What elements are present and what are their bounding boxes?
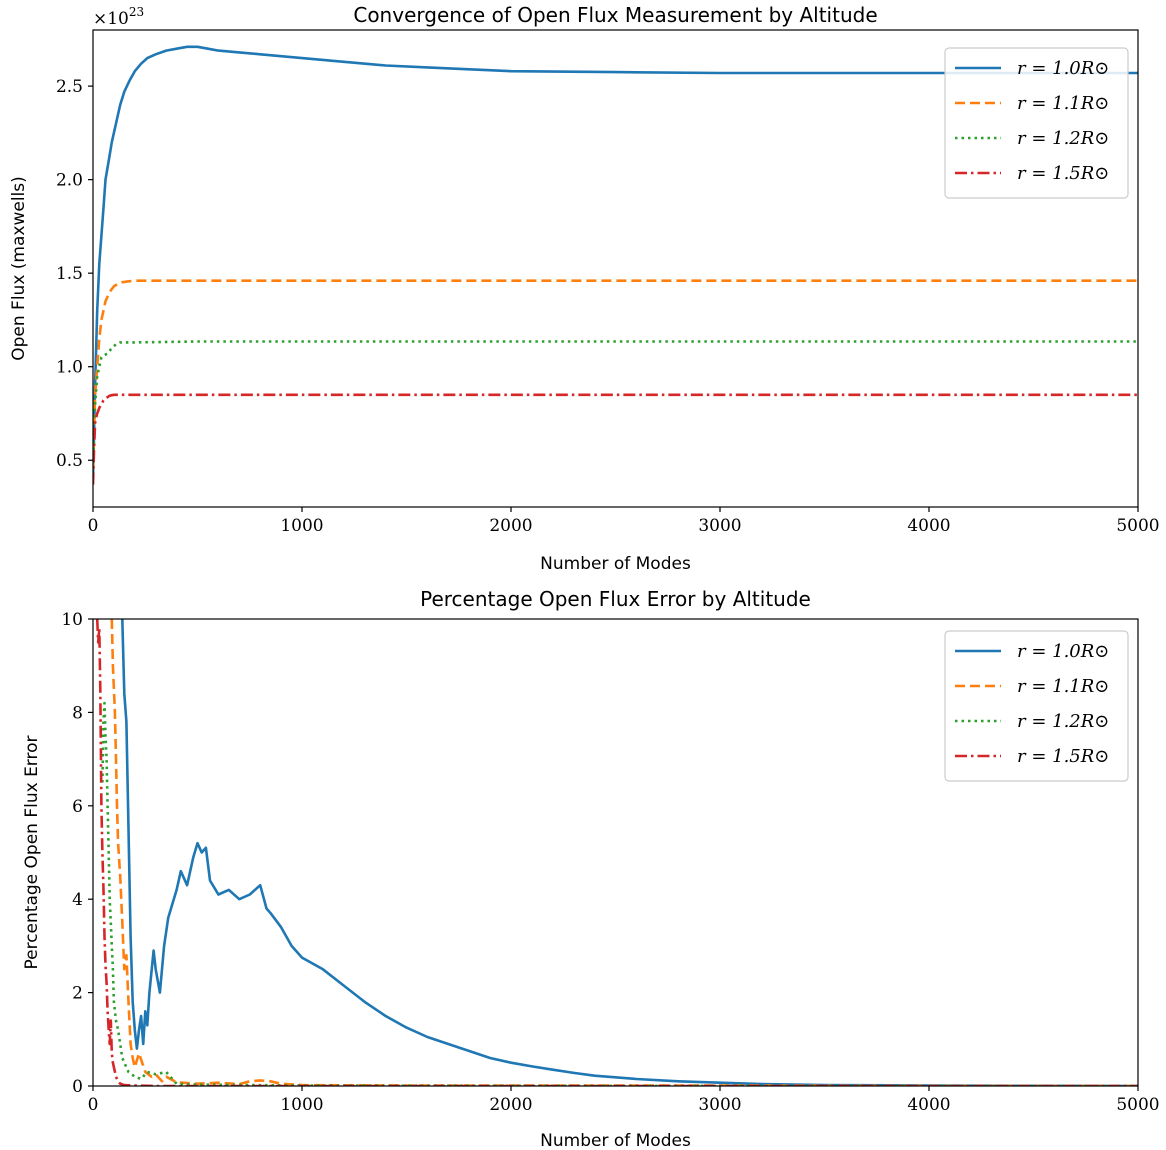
legend-label-3: r = 1.2R⊙ <box>1017 128 1109 149</box>
x-tick-label: 4000 <box>907 516 950 536</box>
y-offset-label: ×1023 <box>93 5 144 29</box>
y-offset-multiplier: ×10 <box>93 9 129 29</box>
x-axis-label: Number of Modes <box>540 554 691 574</box>
legend-label-3: r = 1.2R⊙ <box>1017 711 1109 732</box>
chart-1: Percentage Open Flux Error by Altitude 0 1… <box>22 587 1160 1150</box>
plot-frame <box>92 618 1139 1087</box>
chart-0: Convergence of Open Flux Measurement by … <box>9 3 1160 574</box>
x-tick-label: 5000 <box>1116 1095 1159 1115</box>
y-tick-label: 0 <box>72 1077 83 1097</box>
x-tick-label: 0 <box>88 516 99 536</box>
y-offset-exponent: 23 <box>129 5 144 19</box>
x-tick-label: 2000 <box>489 516 532 536</box>
series-line-1 <box>93 45 1138 479</box>
series-line-3 <box>93 340 1138 470</box>
x-tick-label: 4000 <box>907 1095 950 1115</box>
legend-label-4: r = 1.5R⊙ <box>1017 163 1109 184</box>
chart-title: Percentage Open Flux Error by Altitude <box>420 587 811 611</box>
legend-box <box>944 47 1129 199</box>
legend: r = 1.0R⊙ r = 1.1R⊙ r = 1.2R⊙ r = 1.5R⊙ <box>944 47 1129 199</box>
x-tick-label: 1000 <box>280 1095 323 1115</box>
x-axis-label: Number of Modes <box>540 1131 691 1150</box>
y-tick-label: 0.5 <box>56 451 83 471</box>
y-axis-label: Percentage Open Flux Error <box>22 735 42 969</box>
legend: r = 1.0R⊙ r = 1.1R⊙ r = 1.2R⊙ r = 1.5R⊙ <box>944 630 1129 782</box>
y-tick-label: 10 <box>61 610 83 630</box>
legend-box <box>944 630 1129 782</box>
series-line-2 <box>110 619 1138 1086</box>
legend-label-1: r = 1.0R⊙ <box>1017 641 1109 662</box>
chart-title: Convergence of Open Flux Measurement by … <box>353 3 877 27</box>
series-line-3 <box>101 701 1138 1086</box>
x-tick-label: 1000 <box>280 516 323 536</box>
y-tick-label: 6 <box>72 797 83 817</box>
y-tick-label: 8 <box>72 703 83 723</box>
y-tick-label: 1.5 <box>56 264 83 284</box>
y-tick-label: 2.0 <box>56 171 83 191</box>
series-line-1 <box>121 619 1138 1086</box>
y-axis-label: Open Flux (maxwells) <box>9 176 29 361</box>
legend-label-2: r = 1.1R⊙ <box>1017 676 1109 697</box>
x-tick-label: 2000 <box>489 1095 532 1115</box>
series-line-2 <box>93 279 1138 470</box>
x-tick-label: 3000 <box>698 516 741 536</box>
x-tick-label: 3000 <box>698 1095 741 1115</box>
series-group <box>93 45 1138 485</box>
legend-label-2: r = 1.1R⊙ <box>1017 93 1109 114</box>
legend-label-4: r = 1.5R⊙ <box>1017 746 1109 767</box>
legend-label-1: r = 1.0R⊙ <box>1017 58 1109 79</box>
y-tick-label: 4 <box>72 890 83 910</box>
y-tick-label: 2.5 <box>56 77 83 97</box>
series-group <box>95 619 1138 1086</box>
y-tick-label: 1.0 <box>56 358 83 378</box>
plot-frame <box>92 29 1139 508</box>
series-line-4 <box>93 393 1138 485</box>
x-tick-label: 5000 <box>1116 516 1159 536</box>
y-tick-label: 2 <box>72 984 83 1004</box>
x-tick-label: 0 <box>88 1095 99 1115</box>
